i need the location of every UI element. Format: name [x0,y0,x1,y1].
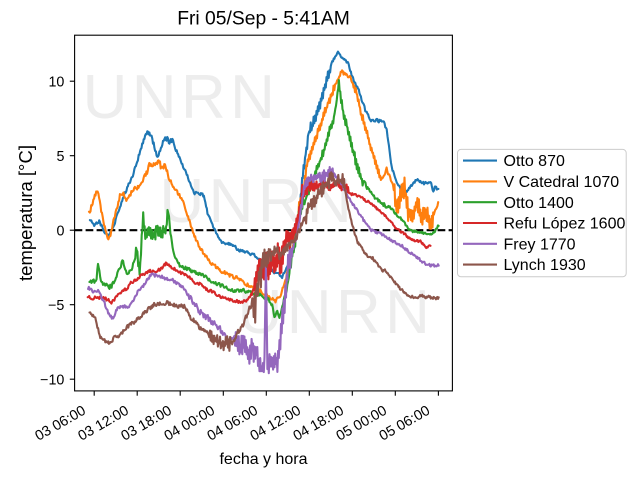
svg-text:fecha y hora: fecha y hora [219,451,307,468]
svg-text:10: 10 [48,75,64,91]
svg-text:UNRN: UNRN [160,167,357,236]
svg-text:Fri 05/Sep - 5:41AM: Fri 05/Sep - 5:41AM [177,8,350,29]
svg-text:−5: −5 [48,298,64,314]
svg-text:Frey 1770: Frey 1770 [504,236,576,253]
svg-text:Otto 1400: Otto 1400 [504,195,574,212]
svg-text:−10: −10 [40,373,64,389]
svg-text:UNRN: UNRN [83,63,280,132]
svg-text:5: 5 [56,149,64,165]
svg-text:Otto 870: Otto 870 [504,153,565,170]
svg-text:0: 0 [56,224,64,240]
svg-text:UNRN: UNRN [238,278,435,347]
svg-text:temperatura [°C]: temperatura [°C] [15,145,36,281]
svg-text:V Catedral 1070: V Catedral 1070 [504,174,620,191]
svg-text:Refu López 1600: Refu López 1600 [504,216,626,233]
svg-text:Lynch 1930: Lynch 1930 [504,257,586,274]
